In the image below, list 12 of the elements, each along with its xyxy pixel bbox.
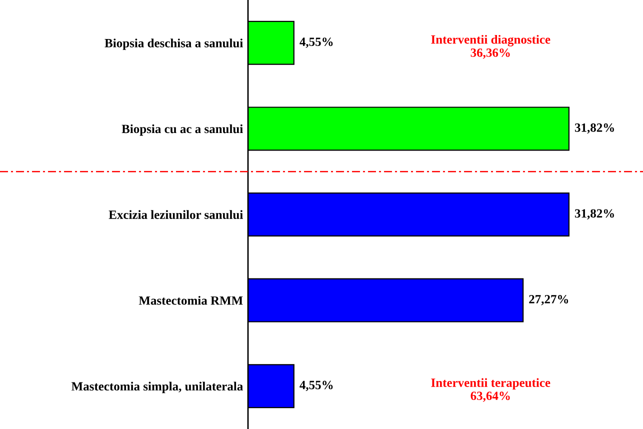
data-label: 4,55% <box>300 380 333 392</box>
data-label: 27,27% <box>529 294 568 306</box>
data-label: 31,82% <box>574 123 614 134</box>
data-label: 4,55% <box>300 38 333 48</box>
data-label: 31,82% <box>574 209 614 220</box>
y-tick-label: Mastectomia RMM <box>138 296 243 305</box>
y-tick-label: Biopsia deschisa a sanului <box>104 38 243 50</box>
y-tick-label: Excizia leziunilor sanului <box>108 210 243 219</box>
y-tick-label: Biopsia cu ac a sanului <box>122 124 243 136</box>
annotation: Interventii diagnostice 36,36% <box>431 34 550 59</box>
annotation: Interventii terapeutice 63,64% <box>431 378 550 402</box>
y-tick-label: Mastectomia simpla, unilaterala <box>72 382 243 394</box>
